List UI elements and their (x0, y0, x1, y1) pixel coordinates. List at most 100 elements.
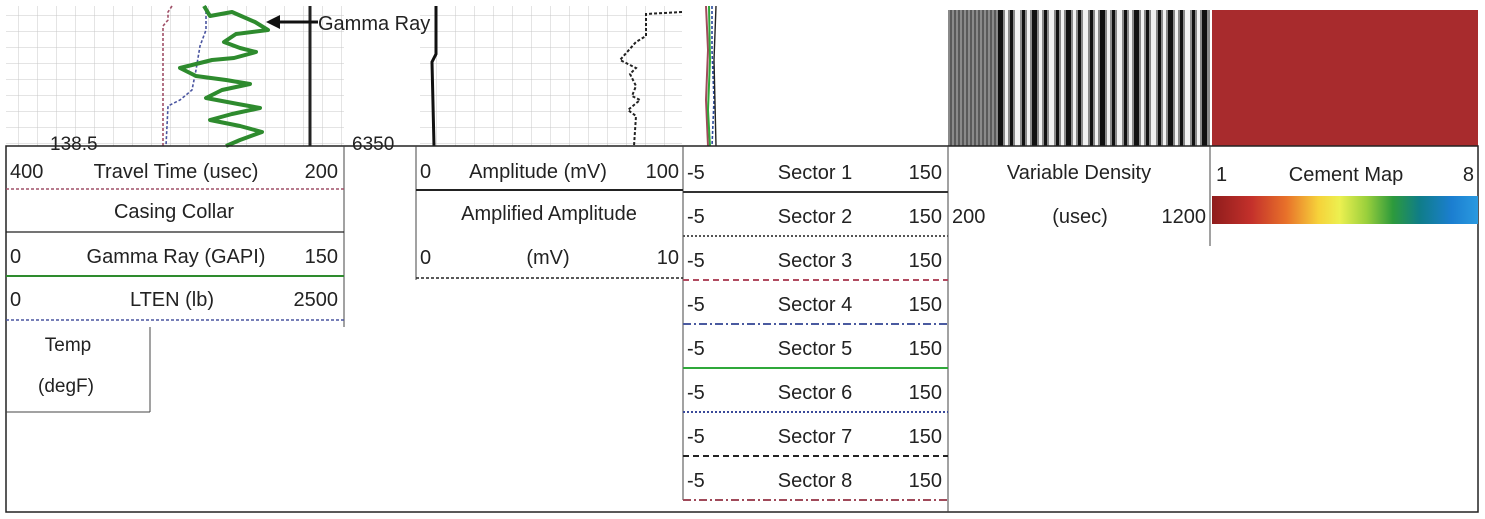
vdl-stripe (970, 10, 972, 146)
gamma-ray-curve (178, 4, 270, 148)
sector-curves (704, 5, 717, 147)
sector-min: -5 (687, 338, 705, 360)
amplitude-curve (430, 6, 438, 147)
vdl-min: 200 (952, 206, 985, 228)
sector-row: -5 Sector 7 150 (683, 426, 948, 457)
vdl-stripe (1180, 10, 1183, 146)
cement-map-label: Cement Map (1289, 164, 1404, 186)
vdl-stripe (1022, 10, 1025, 146)
sector-min: -5 (687, 470, 705, 492)
lten-curve (165, 6, 207, 147)
track1-grid (6, 6, 344, 146)
cement-map-image (1212, 10, 1478, 146)
sector-row: -5 Sector 2 150 (683, 206, 948, 237)
amplified-amplitude-min: 0 (420, 247, 431, 269)
temp-unit: (degF) (38, 376, 94, 397)
gamma-ray-min: 0 (10, 246, 21, 268)
vdl-stripe (990, 10, 992, 146)
header-frame (5, 145, 1479, 513)
log-strip: Gamma Ray 138.5 6350 (6, 4, 1478, 155)
vdl-stripe (978, 10, 980, 146)
vdl-stripe (994, 10, 996, 146)
vdl-max: 1200 (1162, 206, 1207, 228)
vdl-stripe (1124, 10, 1127, 146)
vdl-stripe (1192, 10, 1195, 146)
sector-max: 150 (909, 426, 942, 448)
gamma-ray-max: 150 (305, 246, 338, 268)
vdl-stripe (1141, 10, 1144, 146)
travel-time-curve (162, 5, 173, 146)
gamma-ray-label: Gamma Ray (GAPI) (87, 246, 266, 268)
vdl-stripe (1073, 10, 1076, 146)
amplified-amplitude-max: 10 (657, 247, 679, 269)
vdl-stripe (1066, 10, 1071, 146)
vdl-stripe (1158, 10, 1161, 146)
sector-label: Sector 7 (778, 426, 852, 448)
cement-map-colorbar (1212, 196, 1478, 224)
sector-min: -5 (687, 250, 705, 272)
vdl-stripe (1163, 10, 1166, 146)
vdl-stripe (1005, 10, 1008, 146)
vdl-stripe (1044, 10, 1047, 146)
sector-max: 150 (909, 382, 942, 404)
amplitude-min: 0 (420, 161, 431, 183)
sector-max: 150 (909, 162, 942, 184)
vdl-stripe (1185, 10, 1190, 146)
vdl-stripe (982, 10, 984, 146)
sector-label: Sector 2 (778, 206, 852, 228)
amplitude-max: 100 (646, 161, 679, 183)
depth-label-left: 138.5 (50, 134, 98, 155)
sector-row: -5 Sector 6 150 (683, 382, 948, 413)
sector-min: -5 (687, 162, 705, 184)
header-table: 400 Travel Time (usec) 200 Casing Collar… (5, 145, 1479, 513)
vdl-stripe (1146, 10, 1149, 146)
vdl-stripe (974, 10, 976, 146)
sector-label: Sector 5 (778, 338, 852, 360)
vdl-stripe (998, 10, 1003, 146)
gamma-ray-annotation: Gamma Ray (318, 13, 430, 35)
sector-max: 150 (909, 206, 942, 228)
vdl-stripe (1112, 10, 1115, 146)
sector-min: -5 (687, 294, 705, 316)
vdl-stripe (1010, 10, 1013, 146)
amplitude-label: Amplitude (mV) (469, 161, 607, 183)
vdl-stripe (1032, 10, 1037, 146)
vdl-stripe (986, 10, 988, 146)
casing-collar-label: Casing Collar (114, 201, 234, 223)
cement-map-max: 8 (1463, 164, 1474, 186)
vdl-stripe (1151, 10, 1156, 146)
vdl-stripe (1134, 10, 1139, 146)
vdl-stripe (1090, 10, 1093, 146)
track2-grid (420, 6, 682, 146)
sector-min: -5 (687, 206, 705, 228)
lten-label: LTEN (lb) (130, 289, 214, 311)
sector-label: Sector 3 (778, 250, 852, 272)
lten-min: 0 (10, 289, 21, 311)
lten-max: 2500 (294, 289, 339, 311)
temp-label: Temp (45, 335, 91, 356)
sector-label: Sector 4 (778, 294, 852, 316)
vdl-stripe (1056, 10, 1059, 146)
depth-label-right: 6350 (352, 134, 394, 155)
amplified-amplitude-label: Amplified Amplitude (461, 203, 637, 225)
vdl-stripe (1175, 10, 1178, 146)
vdl-stripe (954, 10, 956, 146)
sector-row: -5 Sector 4 150 (683, 294, 948, 325)
sector-min: -5 (687, 426, 705, 448)
sector-max: 150 (909, 294, 942, 316)
sector-max: 150 (909, 470, 942, 492)
vdl-stripe (1202, 10, 1207, 146)
vdl-image (948, 10, 1210, 146)
cement-map-min: 1 (1216, 164, 1227, 186)
vdl-unit: (usec) (1052, 206, 1108, 228)
vdl-stripe (1117, 10, 1122, 146)
sector-row: -5 Sector 5 150 (683, 338, 948, 369)
vdl-stripe (966, 10, 968, 146)
vdl-stripe (1083, 10, 1088, 146)
vdl-stripe (1100, 10, 1105, 146)
sector-max: 150 (909, 338, 942, 360)
gamma-ray-arrow-head (266, 15, 280, 29)
sector-legend: -5 Sector 1 150-5 Sector 2 150-5 Sector 3 150-… (683, 162, 948, 501)
sector-label: Sector 8 (778, 470, 852, 492)
